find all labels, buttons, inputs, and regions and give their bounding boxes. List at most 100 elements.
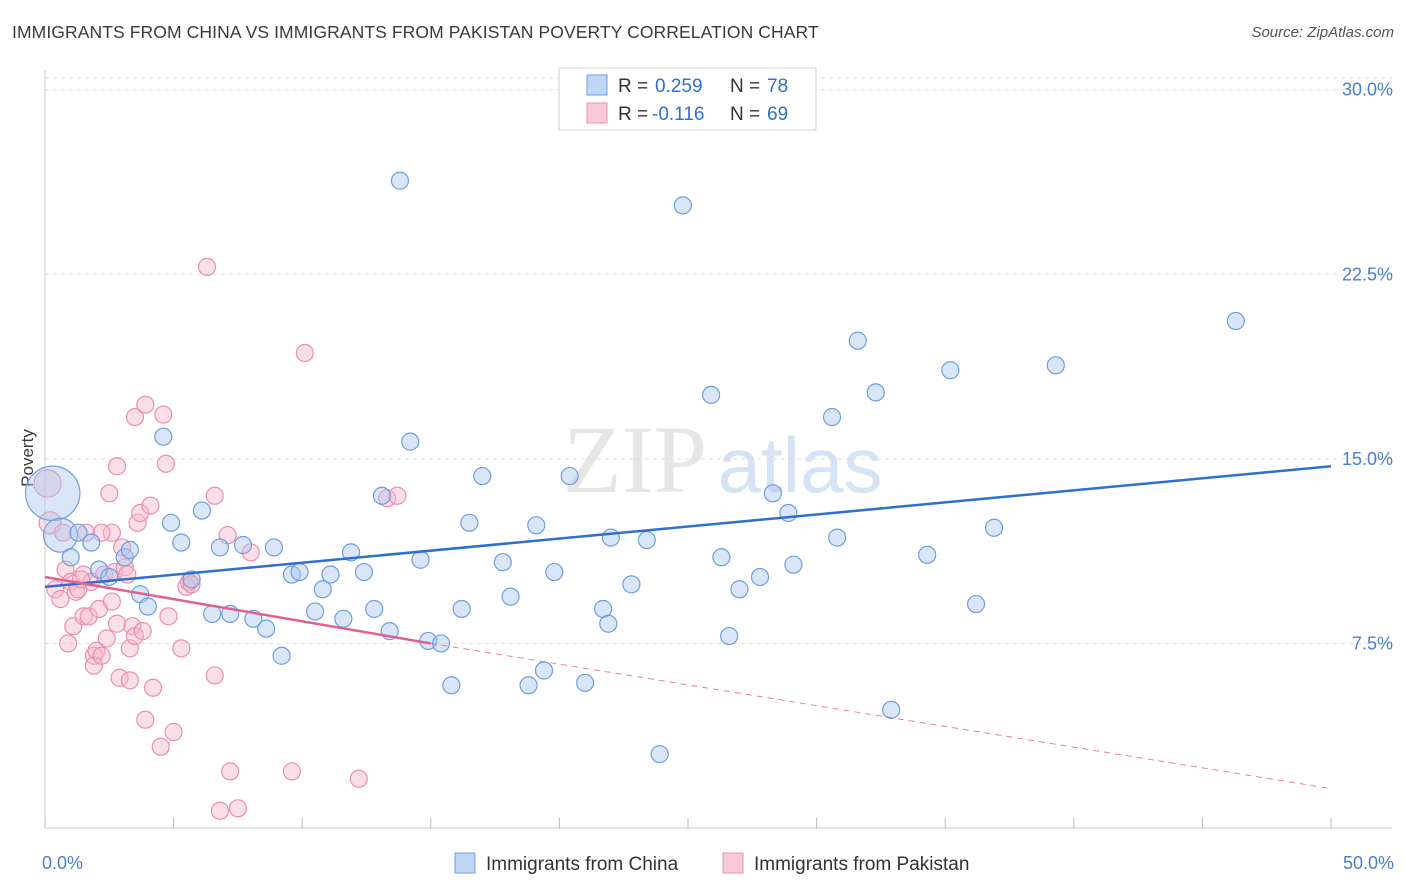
china-point-14 (182, 570, 201, 589)
china-point-57 (650, 745, 669, 764)
china-point-40 (442, 676, 461, 695)
tick-labels: 7.5% 15.0% 22.5% 30.0% 0.0% 50.0% (42, 80, 1394, 873)
china-point-59 (702, 385, 721, 404)
china-point-64 (763, 484, 782, 503)
china-point-5 (89, 560, 109, 579)
china-point-71 (882, 700, 901, 719)
pakistan-point-40 (133, 622, 152, 641)
china-point-65 (779, 503, 798, 523)
china-point-35 (390, 171, 410, 190)
pakistan-point-16 (84, 646, 103, 665)
china-point-10 (138, 597, 157, 616)
china-point-70 (866, 383, 885, 402)
china-point-39 (431, 634, 451, 653)
china-point-42 (460, 513, 479, 532)
pakistan-point-49 (164, 722, 183, 742)
china-point-72 (918, 545, 937, 564)
stats-r-value-pakistan: -0.116 (652, 104, 704, 125)
china-point-6 (100, 567, 119, 587)
china-point-55 (601, 528, 620, 547)
china-point-69 (848, 331, 867, 350)
china-point-43 (473, 466, 492, 486)
china-point-25 (290, 562, 309, 582)
china-trend-line (44, 464, 1332, 589)
pakistan-point-14 (79, 607, 98, 626)
china-point-47 (527, 516, 546, 535)
pakistan-point-54 (205, 486, 224, 505)
y-tick-label-3: 30.0% (1342, 80, 1393, 100)
pakistan-point-63 (349, 769, 368, 788)
stats-n-value-pakistan: 69 (767, 104, 788, 125)
x-tick-label-0: 0.0% (42, 853, 83, 873)
chart-source: Source: ZipAtlas.com (1251, 24, 1394, 41)
axes (44, 70, 1392, 829)
china-point-8 (120, 540, 139, 560)
pakistan-point-45 (151, 737, 170, 756)
y-tick-label-2: 22.5% (1342, 264, 1393, 284)
pakistan-point-3 (51, 590, 70, 609)
pakistan-point-20 (92, 646, 111, 665)
china-point-21 (257, 619, 276, 638)
china-point-62 (730, 580, 749, 599)
pakistan-point-27 (107, 614, 127, 633)
china-point-19 (233, 535, 253, 555)
china-point-41 (452, 599, 471, 619)
trend-lines (44, 464, 1332, 790)
china-point-77 (1226, 311, 1245, 331)
pakistan-point-47 (156, 454, 175, 473)
pakistan-point-4 (53, 523, 73, 542)
china-point-74 (966, 594, 986, 614)
china-point-37 (411, 550, 430, 569)
china-point-45 (501, 587, 520, 606)
stats-swatch-china (586, 74, 608, 96)
pakistan-point-37 (125, 407, 145, 427)
china-point-50 (560, 466, 579, 486)
pakistan-point-31 (115, 558, 134, 577)
pakistan-point-50 (172, 639, 191, 658)
china-point-73 (941, 361, 960, 380)
pakistan-point-6 (59, 634, 78, 653)
watermark-zip: ZIP (563, 406, 707, 513)
y-tick-label-1: 15.0% (1342, 449, 1393, 469)
stats-legend: R = 0.259 N = 78 R = -0.116 N = 69 (558, 67, 817, 131)
pakistan-point-55 (205, 666, 224, 685)
china-points (24, 171, 1245, 764)
pakistan-point-24 (102, 523, 121, 542)
china-point-36 (401, 432, 420, 451)
pakistan-point-18 (87, 641, 106, 660)
china-point-32 (365, 599, 384, 619)
china-point-11 (154, 427, 173, 446)
stats-n-label-china: N = (730, 76, 760, 97)
china-point-31 (354, 562, 374, 582)
china-point-3 (69, 523, 88, 542)
pakistan-point-22 (97, 629, 116, 648)
china-point-53 (599, 614, 618, 633)
legend-swatch-pakistan (722, 852, 744, 874)
pakistan-point-17 (84, 656, 103, 675)
china-point-49 (545, 562, 564, 582)
china-point-61 (720, 626, 739, 646)
bottom-legend: Immigrants from China Immigrants from Pa… (454, 852, 969, 875)
china-point-15 (192, 501, 211, 520)
china-point-17 (210, 538, 229, 557)
legend-label-china: Immigrants from China (486, 854, 679, 875)
china-point-76 (1046, 356, 1065, 375)
china-point-66 (784, 555, 803, 574)
x-tick-label-1: 50.0% (1343, 853, 1394, 873)
pakistan-point-60 (241, 543, 260, 562)
china-point-0 (24, 465, 81, 522)
china-point-56 (637, 530, 656, 550)
china-point-58 (673, 196, 692, 215)
pakistan-point-44 (143, 678, 163, 697)
y-tick-label-0: 7.5% (1352, 633, 1393, 653)
pakistan-point-39 (131, 503, 150, 523)
china-point-12 (161, 513, 181, 532)
legend-label-pakistan: Immigrants from Pakistan (754, 854, 969, 875)
chart-title: IMMIGRANTS FROM CHINA VS IMMIGRANTS FROM… (12, 22, 819, 42)
pakistan-point-65 (388, 486, 407, 505)
stats-n-label-pakistan: N = (730, 104, 760, 125)
china-point-48 (534, 661, 554, 680)
pakistan-point-53 (197, 257, 217, 276)
pakistan-point-28 (107, 457, 127, 476)
china-point-51 (576, 673, 595, 692)
